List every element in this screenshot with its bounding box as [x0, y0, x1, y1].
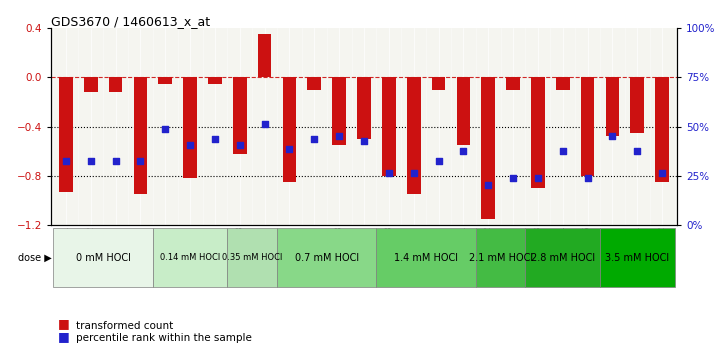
Text: ■: ■	[58, 330, 70, 343]
Text: GDS3670 / 1460613_x_at: GDS3670 / 1460613_x_at	[51, 15, 210, 28]
Point	[408, 170, 419, 176]
Bar	[407, 78, 421, 194]
Bar	[133, 78, 147, 194]
Text: dose ▶: dose ▶	[18, 252, 52, 263]
FancyBboxPatch shape	[376, 228, 476, 287]
Point	[85, 158, 97, 164]
FancyBboxPatch shape	[153, 228, 227, 287]
Point	[631, 148, 643, 154]
Point	[483, 183, 494, 188]
Text: 3.5 mM HOCl: 3.5 mM HOCl	[605, 252, 669, 263]
Bar	[481, 78, 495, 219]
FancyBboxPatch shape	[53, 228, 153, 287]
Point	[432, 158, 444, 164]
Point	[209, 136, 221, 142]
Bar	[282, 78, 296, 182]
FancyBboxPatch shape	[526, 228, 600, 287]
Bar	[59, 78, 73, 192]
Point	[284, 146, 296, 152]
Point	[458, 148, 470, 154]
Bar	[332, 78, 346, 145]
Bar	[183, 78, 197, 178]
Text: 2.8 mM HOCl: 2.8 mM HOCl	[531, 252, 595, 263]
Point	[159, 126, 171, 132]
Text: 0.35 mM HOCl: 0.35 mM HOCl	[222, 253, 282, 262]
Text: transformed count: transformed count	[76, 320, 174, 331]
Point	[383, 170, 395, 176]
Text: ■: ■	[58, 318, 70, 330]
Bar	[556, 78, 569, 90]
Point	[60, 158, 71, 164]
Point	[184, 142, 196, 148]
Bar	[506, 78, 520, 90]
Point	[135, 158, 146, 164]
Point	[532, 175, 544, 181]
Text: 2.1 mM HOCl: 2.1 mM HOCl	[469, 252, 533, 263]
Bar	[581, 78, 595, 176]
Bar	[655, 78, 669, 182]
Bar	[108, 78, 122, 92]
Bar	[382, 78, 396, 176]
Point	[557, 148, 569, 154]
Point	[309, 136, 320, 142]
Text: 0 mM HOCl: 0 mM HOCl	[76, 252, 130, 263]
Point	[333, 133, 345, 139]
FancyBboxPatch shape	[227, 228, 277, 287]
Point	[606, 133, 618, 139]
FancyBboxPatch shape	[476, 228, 526, 287]
Text: 0.7 mM HOCl: 0.7 mM HOCl	[295, 252, 359, 263]
Point	[234, 142, 245, 148]
Text: 1.4 mM HOCl: 1.4 mM HOCl	[394, 252, 458, 263]
Text: 0.14 mM HOCl: 0.14 mM HOCl	[160, 253, 220, 262]
Bar	[159, 78, 172, 84]
Bar	[233, 78, 247, 154]
Point	[110, 158, 122, 164]
Point	[507, 175, 519, 181]
Bar	[258, 34, 272, 78]
Text: percentile rank within the sample: percentile rank within the sample	[76, 333, 253, 343]
Point	[657, 170, 668, 176]
Bar	[307, 78, 321, 90]
Bar	[432, 78, 446, 90]
Bar	[84, 78, 98, 92]
Bar	[357, 78, 371, 139]
Point	[582, 175, 593, 181]
Bar	[606, 78, 620, 136]
Bar	[531, 78, 545, 188]
FancyBboxPatch shape	[277, 228, 376, 287]
Point	[358, 138, 370, 144]
Bar	[208, 78, 222, 84]
Bar	[630, 78, 644, 133]
Bar	[456, 78, 470, 145]
Point	[258, 121, 270, 127]
FancyBboxPatch shape	[600, 228, 675, 287]
